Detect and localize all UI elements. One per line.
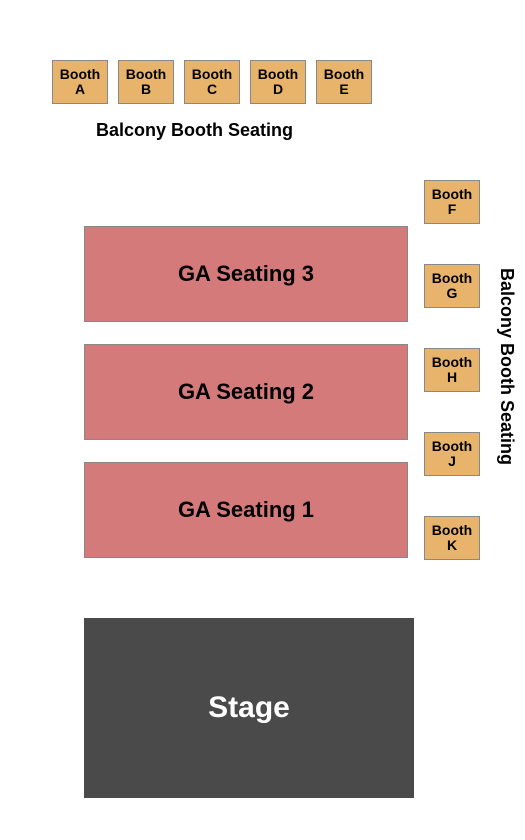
booth-label: BoothF [432,187,472,218]
booth-label: BoothC [192,67,232,98]
booth-label: BoothH [432,355,472,386]
booth-j[interactable]: BoothJ [424,432,480,476]
seating-chart: BoothA BoothB BoothC BoothD BoothE Balco… [0,0,525,840]
booth-k[interactable]: BoothK [424,516,480,560]
booth-label: BoothD [258,67,298,98]
booth-d[interactable]: BoothD [250,60,306,104]
booth-b[interactable]: BoothB [118,60,174,104]
booth-label: BoothB [126,67,166,98]
ga-seating-2[interactable]: GA Seating 2 [84,344,408,440]
booth-a[interactable]: BoothA [52,60,108,104]
ga-label: GA Seating 1 [178,497,314,523]
booth-label: BoothG [432,271,472,302]
ga-seating-3[interactable]: GA Seating 3 [84,226,408,322]
ga-label: GA Seating 2 [178,379,314,405]
ga-seating-1[interactable]: GA Seating 1 [84,462,408,558]
booth-f[interactable]: BoothF [424,180,480,224]
stage-label: Stage [208,691,290,725]
booth-h[interactable]: BoothH [424,348,480,392]
ga-label: GA Seating 3 [178,261,314,287]
booth-g[interactable]: BoothG [424,264,480,308]
booth-label: BoothA [60,67,100,98]
balcony-booth-label-right: Balcony Booth Seating [496,268,517,465]
booth-label: BoothE [324,67,364,98]
stage: Stage [84,618,414,798]
booth-c[interactable]: BoothC [184,60,240,104]
booth-e[interactable]: BoothE [316,60,372,104]
booth-label: BoothJ [432,439,472,470]
balcony-booth-label-top: Balcony Booth Seating [96,120,293,141]
booth-label: BoothK [432,523,472,554]
